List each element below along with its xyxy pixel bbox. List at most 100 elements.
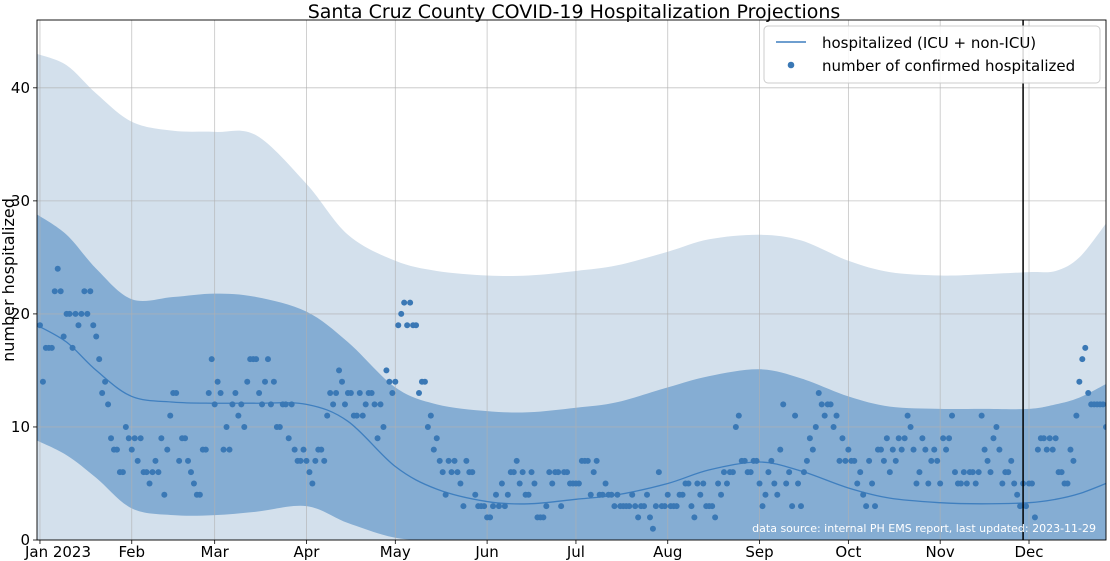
observed-point — [771, 480, 778, 487]
observed-point — [762, 491, 769, 498]
observed-point — [371, 401, 378, 408]
observed-point — [1058, 469, 1065, 476]
observed-point — [48, 344, 55, 351]
observed-point — [469, 469, 476, 476]
observed-point — [282, 401, 289, 408]
observed-point — [723, 480, 730, 487]
observed-point — [149, 469, 156, 476]
observed-point — [934, 457, 941, 464]
observed-point — [368, 390, 375, 397]
observed-point — [220, 446, 227, 453]
projection-line — [37, 324, 1106, 505]
observed-point — [809, 446, 816, 453]
observed-point — [732, 423, 739, 430]
observed-point — [167, 412, 174, 419]
observed-point — [951, 469, 958, 476]
observed-point — [66, 310, 73, 317]
observed-point — [946, 435, 953, 442]
x-tick-label: Mar — [201, 543, 230, 561]
observed-point — [330, 401, 337, 408]
observed-point — [1046, 435, 1053, 442]
observed-point — [901, 435, 908, 442]
observed-point — [492, 491, 499, 498]
observed-point — [57, 288, 64, 295]
observed-point — [611, 503, 618, 510]
observed-point — [786, 469, 793, 476]
observed-point — [374, 435, 381, 442]
observed-point — [131, 435, 138, 442]
observed-point — [96, 356, 103, 363]
observed-point — [362, 401, 369, 408]
observed-point — [886, 469, 893, 476]
observed-point — [430, 446, 437, 453]
observed-point — [1023, 503, 1030, 510]
observed-point — [217, 390, 224, 397]
observed-point — [599, 491, 606, 498]
observed-point — [105, 401, 112, 408]
observed-point — [833, 412, 840, 419]
observed-point — [487, 514, 494, 521]
observed-point — [815, 390, 822, 397]
observed-point — [510, 469, 517, 476]
y-tick-label: 30 — [11, 192, 30, 210]
observed-point — [869, 480, 876, 487]
observed-point — [747, 469, 754, 476]
observed-point — [1031, 514, 1038, 521]
observed-point — [993, 423, 1000, 430]
observed-point — [1034, 446, 1041, 453]
observed-point — [806, 435, 813, 442]
observed-point — [649, 525, 656, 532]
x-tick-label: Oct — [835, 543, 861, 561]
observed-point — [931, 446, 938, 453]
observed-point — [463, 457, 470, 464]
observed-point — [1085, 390, 1092, 397]
observed-point — [1008, 457, 1015, 464]
observed-point — [356, 390, 363, 397]
observed-point — [297, 457, 304, 464]
observed-point — [137, 435, 144, 442]
observed-point — [113, 446, 120, 453]
observed-point — [715, 480, 722, 487]
observed-point — [1049, 446, 1056, 453]
observed-point — [898, 446, 905, 453]
chart-title: Santa Cruz County COVID-19 Hospitalizati… — [308, 1, 841, 23]
observed-point — [436, 457, 443, 464]
x-tick-label: Dec — [1014, 543, 1043, 561]
observed-point — [792, 412, 799, 419]
observed-point — [164, 446, 171, 453]
observed-point — [134, 457, 141, 464]
observed-point — [729, 469, 736, 476]
observed-point — [795, 480, 802, 487]
observed-point — [1017, 503, 1024, 510]
observed-point — [895, 435, 902, 442]
observed-point — [128, 446, 135, 453]
observed-point — [1073, 412, 1080, 419]
observed-point — [303, 457, 310, 464]
observed-point — [516, 480, 523, 487]
observed-point — [226, 446, 233, 453]
observed-point — [960, 469, 967, 476]
observed-point — [341, 401, 348, 408]
observed-point — [863, 503, 870, 510]
observed-point — [836, 457, 843, 464]
observed-point — [1011, 480, 1018, 487]
observed-point — [421, 378, 428, 385]
observed-point — [661, 503, 668, 510]
observed-point — [407, 299, 414, 306]
observed-point — [401, 299, 408, 306]
y-tick-label: 40 — [11, 79, 30, 97]
observed-point — [673, 503, 680, 510]
legend-entry-projection: hospitalized (ICU + non-ICU) — [822, 34, 1036, 52]
observed-point — [883, 435, 890, 442]
observed-point — [196, 491, 203, 498]
observed-point — [910, 446, 917, 453]
observed-point — [688, 503, 695, 510]
observed-point — [1079, 356, 1086, 363]
observed-point — [119, 469, 126, 476]
observed-point — [333, 390, 340, 397]
observed-point — [321, 457, 328, 464]
observed-point — [241, 423, 248, 430]
observed-point — [182, 435, 189, 442]
x-tick-label: May — [380, 543, 411, 561]
observed-point — [318, 446, 325, 453]
